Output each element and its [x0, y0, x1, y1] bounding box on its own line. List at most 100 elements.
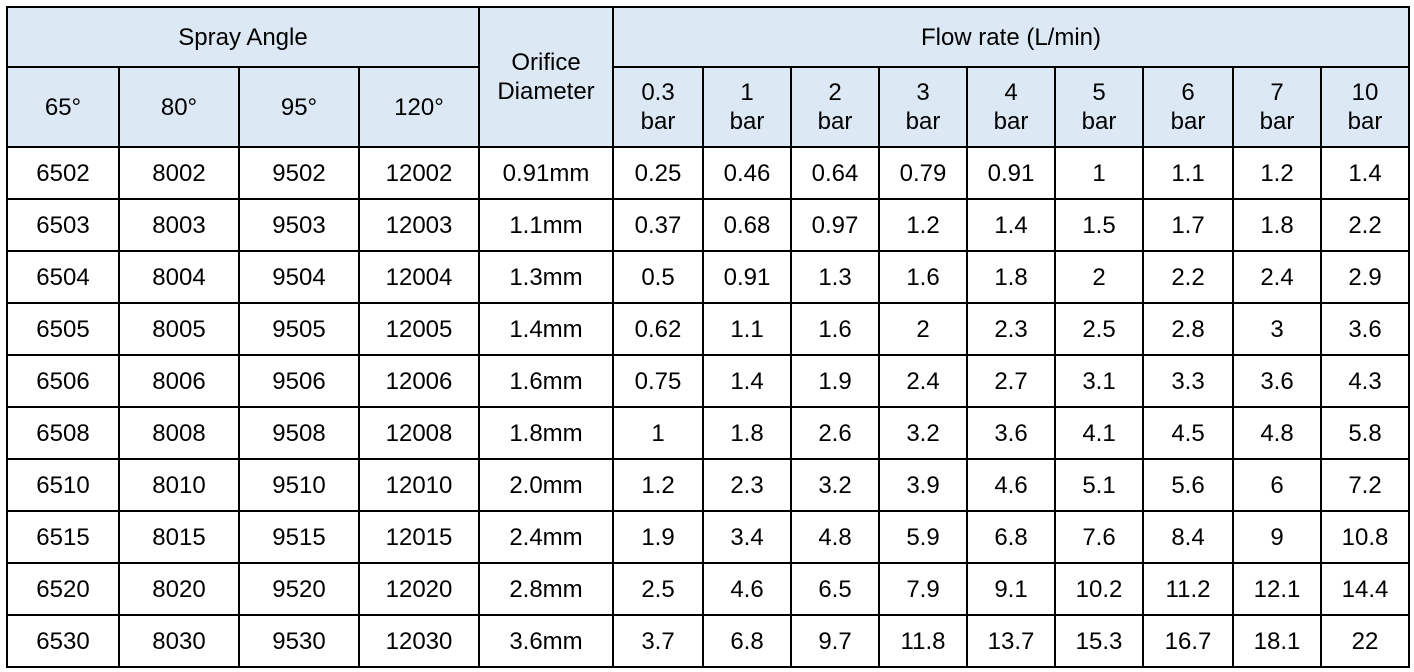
flow-rate: 0.64 — [790, 146, 880, 200]
orifice-diameter: 3.6mm — [478, 614, 614, 668]
pressure-header: 1 bar — [702, 66, 792, 148]
nozzle-code: 12030 — [358, 614, 480, 668]
flow-rate: 22 — [1320, 614, 1410, 668]
flow-rate: 0.37 — [612, 198, 704, 252]
orifice-diameter: 0.91mm — [478, 146, 614, 200]
subheader-row: 65° 80° 95° 120° 0.3 bar 1 bar 2 bar 3 bar 4 bar… — [6, 66, 1410, 148]
nozzle-code: 9506 — [238, 354, 360, 408]
pressure-header: 6 bar — [1142, 66, 1234, 148]
nozzle-code: 12020 — [358, 562, 480, 616]
spray-angle-header: Spray Angle — [6, 6, 480, 68]
nozzle-code: 8006 — [118, 354, 240, 408]
flow-rate: 4.8 — [790, 510, 880, 564]
flow-rate: 0.91 — [702, 250, 792, 304]
nozzle-code: 12003 — [358, 198, 480, 252]
flow-rate: 3.4 — [702, 510, 792, 564]
nozzle-code: 6505 — [6, 302, 120, 356]
data-row: 6520 8020 9520 12020 2.8mm 2.5 4.6 6.5 7.9 9.1 10.… — [6, 562, 1410, 616]
flow-rate: 2.5 — [612, 562, 704, 616]
nozzle-code: 6502 — [6, 146, 120, 200]
nozzle-code: 8003 — [118, 198, 240, 252]
flow-rate: 7.6 — [1054, 510, 1144, 564]
data-row: 6504 8004 9504 12004 1.3mm 0.5 0.91 1.3 1.6 1.8 2 2… — [6, 250, 1410, 304]
nozzle-code: 6530 — [6, 614, 120, 668]
orifice-diameter: 2.0mm — [478, 458, 614, 512]
nozzle-code: 9503 — [238, 198, 360, 252]
nozzle-code: 9530 — [238, 614, 360, 668]
orifice-header: Orifice Diameter — [478, 6, 614, 148]
flow-rate: 10.2 — [1054, 562, 1144, 616]
flow-rate: 0.46 — [702, 146, 792, 200]
flow-rate: 3.6 — [1320, 302, 1410, 356]
flow-rate: 15.3 — [1054, 614, 1144, 668]
flow-rate: 2 — [878, 302, 968, 356]
flow-rate: 3.9 — [878, 458, 968, 512]
flow-rate: 1.6 — [790, 302, 880, 356]
flow-rate: 4.1 — [1054, 406, 1144, 460]
flow-rate: 4.8 — [1232, 406, 1322, 460]
flow-rate: 0.75 — [612, 354, 704, 408]
nozzle-code: 9515 — [238, 510, 360, 564]
flow-rate: 0.25 — [612, 146, 704, 200]
flow-rate: 2 — [1054, 250, 1144, 304]
flow-rate: 0.62 — [612, 302, 704, 356]
flow-rate: 3.2 — [790, 458, 880, 512]
flow-rate: 2.9 — [1320, 250, 1410, 304]
flow-rate: 4.3 — [1320, 354, 1410, 408]
flow-rate: 9 — [1232, 510, 1322, 564]
flow-rate: 7.2 — [1320, 458, 1410, 512]
nozzle-code: 8030 — [118, 614, 240, 668]
flow-rate: 2.5 — [1054, 302, 1144, 356]
flow-rate: 4.6 — [966, 458, 1056, 512]
flow-rate: 9.1 — [966, 562, 1056, 616]
flow-rate: 1.1 — [1142, 146, 1234, 200]
pressure-header: 7 bar — [1232, 66, 1322, 148]
flow-rate: 2.8 — [1142, 302, 1234, 356]
flow-rate: 5.1 — [1054, 458, 1144, 512]
orifice-diameter: 1.8mm — [478, 406, 614, 460]
flow-rate: 3.7 — [612, 614, 704, 668]
flow-rate: 1 — [612, 406, 704, 460]
flow-rate: 12.1 — [1232, 562, 1322, 616]
flow-rate: 6 — [1232, 458, 1322, 512]
orifice-diameter: 2.8mm — [478, 562, 614, 616]
angle-header: 120° — [358, 66, 480, 148]
flow-rate: 8.4 — [1142, 510, 1234, 564]
flow-rate: 6.8 — [966, 510, 1056, 564]
nozzle-code: 8008 — [118, 406, 240, 460]
flow-rate: 16.7 — [1142, 614, 1234, 668]
nozzle-code: 12004 — [358, 250, 480, 304]
flow-rate-header: Flow rate (L/min) — [612, 6, 1410, 68]
header-row: Spray Angle Orifice Diameter Flow rate (L/… — [6, 6, 1410, 148]
flow-rate: 1.4 — [702, 354, 792, 408]
nozzle-code: 6506 — [6, 354, 120, 408]
nozzle-code: 12005 — [358, 302, 480, 356]
data-row: 6515 8015 9515 12015 2.4mm 1.9 3.4 4.8 5.9 6.8 7.6… — [6, 510, 1410, 564]
flow-rate: 5.6 — [1142, 458, 1234, 512]
data-row: 6508 8008 9508 12008 1.8mm 1 1.8 2.6 3.2 3.6 4.1 4.… — [6, 406, 1410, 460]
orifice-diameter: 1.4mm — [478, 302, 614, 356]
nozzle-code: 12008 — [358, 406, 480, 460]
nozzle-code: 9520 — [238, 562, 360, 616]
flow-table: Spray Angle Orifice Diameter Flow rate (L/… — [6, 6, 1410, 668]
pressure-header: 5 bar — [1054, 66, 1144, 148]
flow-rate: 2.2 — [1320, 198, 1410, 252]
flow-rate: 2.7 — [966, 354, 1056, 408]
pressure-header: 3 bar — [878, 66, 968, 148]
flow-rate: 0.5 — [612, 250, 704, 304]
flow-rate: 1.9 — [790, 354, 880, 408]
nozzle-code: 6520 — [6, 562, 120, 616]
orifice-diameter: 1.3mm — [478, 250, 614, 304]
nozzle-code: 6503 — [6, 198, 120, 252]
data-row: 6506 8006 9506 12006 1.6mm 0.75 1.4 1.9 2.4 2.7 3.… — [6, 354, 1410, 408]
nozzle-code: 12010 — [358, 458, 480, 512]
flow-rate: 4.5 — [1142, 406, 1234, 460]
flow-rate: 18.1 — [1232, 614, 1322, 668]
flow-rate: 2.6 — [790, 406, 880, 460]
flow-rate: 11.8 — [878, 614, 968, 668]
flow-rate: 1.1 — [702, 302, 792, 356]
nozzle-code: 6508 — [6, 406, 120, 460]
flow-rate: 2.2 — [1142, 250, 1234, 304]
flow-rate: 13.7 — [966, 614, 1056, 668]
nozzle-code: 6504 — [6, 250, 120, 304]
